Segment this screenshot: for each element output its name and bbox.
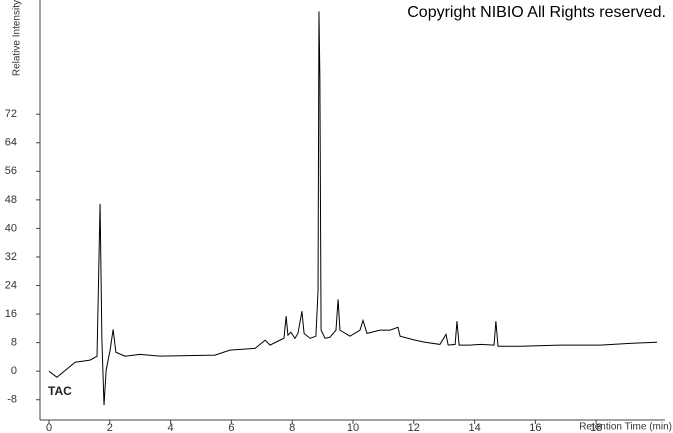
x-tick-label: 0 [46, 422, 52, 433]
y-tick-label: 64 [5, 137, 17, 149]
y-tick-label: 8 [11, 337, 17, 349]
copyright: Copyright NIBIO All Rights reserved. [407, 4, 666, 21]
x-axis-title: Retention Time (min) [579, 422, 672, 433]
x-tick-label: 14 [468, 422, 480, 433]
x-tick-label: 2 [107, 422, 113, 433]
x-tick-label: 8 [289, 422, 295, 433]
x-tick-label: 18 [590, 422, 602, 433]
y-tick-label: -8 [7, 394, 17, 406]
y-tick-label: 48 [5, 194, 17, 206]
x-tick-label: 16 [529, 422, 541, 433]
y-tick-label: 16 [5, 308, 17, 320]
trace [48, 11, 658, 406]
y-tick-label: 72 [5, 108, 17, 120]
y-tick-label: 40 [5, 222, 17, 234]
y-tick-label: 24 [5, 279, 17, 291]
trace-label: TAC [48, 384, 72, 398]
y-tick-label: 32 [5, 251, 17, 263]
x-tick-label: 10 [347, 422, 359, 433]
x-tick-label: 12 [408, 422, 420, 433]
x-tick-label: 6 [228, 422, 234, 433]
y-axis-title: Relative Intensity [12, 0, 23, 76]
y-tick-label: 56 [5, 165, 17, 177]
x-tick-label: 4 [168, 422, 174, 433]
y-tick-label: 0 [11, 365, 17, 377]
